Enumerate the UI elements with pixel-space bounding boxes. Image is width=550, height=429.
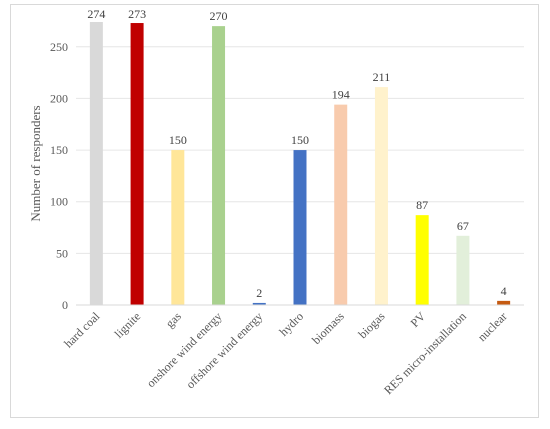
y-tick-label: 250 xyxy=(50,40,68,54)
x-tick-label: nuclear xyxy=(475,309,510,344)
data-label: 273 xyxy=(128,7,146,21)
bar-nuclear xyxy=(497,300,511,305)
data-label: 211 xyxy=(373,70,391,84)
data-labels: 274 273 150 270 2 150 194 211 87 67 4 xyxy=(87,7,506,300)
bar-biogas xyxy=(374,87,388,306)
bar-res-micro-installation xyxy=(456,235,470,305)
y-tick-label: 50 xyxy=(56,246,68,260)
x-tick-label: offshore wind energy xyxy=(183,309,265,391)
x-tick-label: onshore wind energy xyxy=(144,309,225,390)
data-label: 150 xyxy=(291,133,309,147)
data-label: 4 xyxy=(501,284,507,298)
x-tick-label: hydro xyxy=(276,309,306,339)
bar-hydro xyxy=(293,150,307,305)
data-label: 150 xyxy=(169,133,187,147)
data-label: 270 xyxy=(210,9,228,23)
y-axis-ticks: 0 50 100 150 200 250 xyxy=(50,40,68,312)
bar-offshore-wind-energy xyxy=(252,302,266,305)
bar-gas xyxy=(171,150,185,305)
y-tick-label: 200 xyxy=(50,91,68,105)
x-tick-label: lignite xyxy=(112,309,144,341)
bars xyxy=(89,22,511,306)
bar-hard-coal xyxy=(89,22,103,305)
y-tick-label: 100 xyxy=(50,195,68,209)
x-tick-label: gas xyxy=(163,309,184,330)
y-axis-title: Number of responders xyxy=(28,105,43,221)
bar-pv xyxy=(415,215,429,305)
x-tick-label: hard coal xyxy=(61,309,103,351)
bar-onshore-wind-energy xyxy=(212,26,226,306)
data-label: 67 xyxy=(457,219,469,233)
x-tick-label: biogas xyxy=(356,309,388,341)
data-label: 2 xyxy=(256,286,262,300)
bar-biomass xyxy=(334,104,348,305)
x-tick-label: biomass xyxy=(309,309,347,347)
bar-lignite xyxy=(130,23,144,306)
x-tick-label: PV xyxy=(408,309,429,330)
x-tick-label: RES micro-installation xyxy=(381,309,469,397)
data-label: 194 xyxy=(332,88,350,102)
y-tick-label: 150 xyxy=(50,143,68,157)
data-label: 274 xyxy=(87,7,105,21)
y-tick-label: 0 xyxy=(62,298,68,312)
data-label: 87 xyxy=(416,198,428,212)
